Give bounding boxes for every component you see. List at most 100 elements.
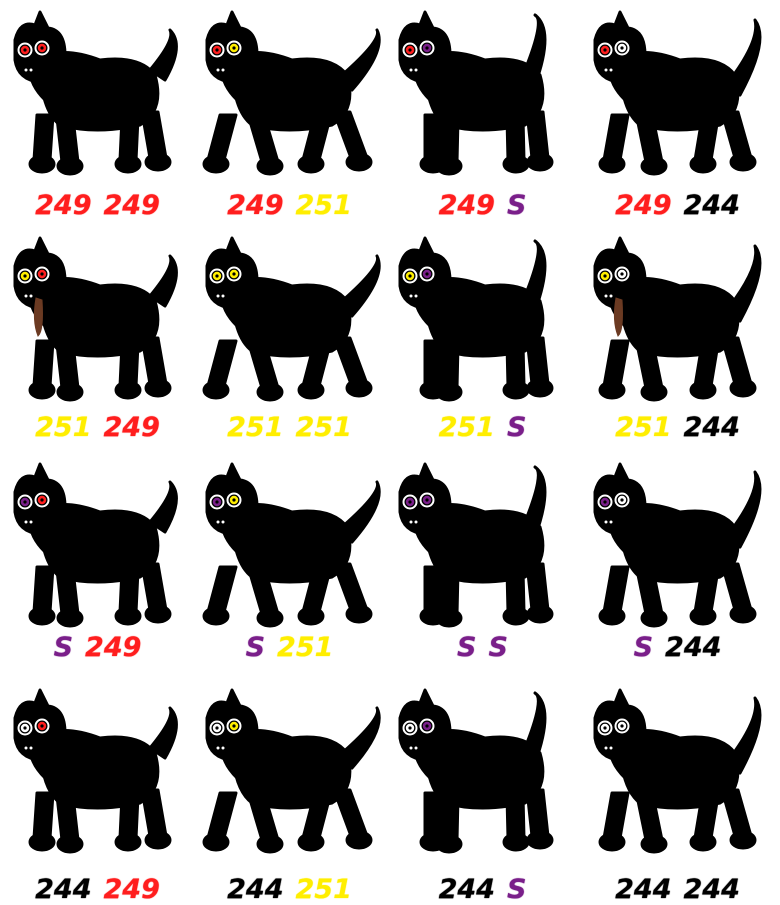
dog-paw xyxy=(144,604,172,624)
dog-paw xyxy=(502,380,530,400)
dog-body xyxy=(13,462,178,628)
dog-silhouette xyxy=(202,10,381,176)
dog-silhouette xyxy=(398,688,554,854)
dog-paw xyxy=(689,154,717,174)
dog-leg xyxy=(206,113,238,162)
dog-neck xyxy=(608,736,642,780)
dog-cell: S 251 xyxy=(192,452,387,678)
dog-nostril xyxy=(221,746,225,750)
genotype-labels: 251 244 xyxy=(580,412,775,443)
dog-silhouette xyxy=(202,462,381,628)
dog-paw xyxy=(202,606,230,626)
dog-pupil xyxy=(232,498,236,502)
dog-nostril xyxy=(216,746,220,750)
dog-pupil xyxy=(620,272,624,276)
dog-nostril xyxy=(24,520,28,524)
dog-nostril xyxy=(414,68,418,72)
dog-paw xyxy=(729,604,757,624)
dog-neck xyxy=(413,736,447,780)
genotype-labels: S 251 xyxy=(192,632,387,663)
dog-silhouette xyxy=(398,236,554,402)
dog-tongue xyxy=(33,297,43,337)
dog-paw xyxy=(689,606,717,626)
dog-neck xyxy=(413,510,447,554)
dog-nostril xyxy=(604,520,608,524)
genotype-labels: 244 S xyxy=(385,874,580,905)
dog-leg xyxy=(720,336,753,386)
dog-leg xyxy=(439,568,460,616)
dog-tail xyxy=(340,28,381,92)
dog-paw xyxy=(502,154,530,174)
genotype-labels: 251 251 xyxy=(192,412,387,443)
dog-leg xyxy=(332,562,369,612)
dog-nostril xyxy=(221,520,225,524)
dog-nostril xyxy=(414,746,418,750)
dog-neck xyxy=(608,510,642,554)
genotype-label: 251 xyxy=(438,412,495,443)
dog-leg xyxy=(602,791,630,840)
dog-tail xyxy=(523,13,547,87)
dog-leg xyxy=(332,788,369,838)
dog-body xyxy=(398,236,554,402)
dog-paw xyxy=(114,606,142,626)
dog-leg xyxy=(118,116,140,162)
dog-cell: 244 244 xyxy=(580,678,775,905)
dog-body xyxy=(13,688,178,854)
dog-leg xyxy=(118,794,140,840)
dog-cell: 249 249 xyxy=(0,0,195,226)
dog-nostril xyxy=(216,68,220,72)
genotype-label: 251 xyxy=(295,412,352,443)
dog-nostril xyxy=(24,294,28,298)
dog-silhouette xyxy=(13,462,178,628)
genotype-label: 249 xyxy=(615,190,672,221)
dog-paw xyxy=(345,604,373,624)
dog-leg xyxy=(602,565,630,614)
dog-pupil xyxy=(425,46,429,50)
dog-paw xyxy=(729,830,757,850)
dog-leg xyxy=(525,788,550,838)
dog-paw xyxy=(526,378,554,398)
dog-neck xyxy=(220,284,254,328)
dog-nostril xyxy=(29,68,33,72)
dog-pupil xyxy=(40,498,44,502)
dog-paw xyxy=(56,608,84,628)
dog-leg xyxy=(32,565,55,614)
genotype-label: S xyxy=(488,632,508,663)
dog-pupil xyxy=(23,500,27,504)
dog-paw xyxy=(729,378,757,398)
dog-nostril xyxy=(221,294,225,298)
dog-nostril xyxy=(221,68,225,72)
dog-neck xyxy=(608,58,642,102)
dog-tail xyxy=(728,696,762,775)
dog-nostril xyxy=(216,294,220,298)
dog-leg xyxy=(423,113,443,162)
dog-pupil xyxy=(215,726,219,730)
dog-pupil xyxy=(603,274,607,278)
dog-silhouette xyxy=(593,10,762,176)
genotype-label: 249 xyxy=(85,632,142,663)
dog-leg xyxy=(505,116,526,162)
dog-pupil xyxy=(603,500,607,504)
dog-silhouette xyxy=(202,236,381,402)
dog-paw xyxy=(598,832,626,852)
dog-cell: 244 249 xyxy=(0,678,195,905)
dog-paw xyxy=(56,834,84,854)
dog-leg xyxy=(720,788,753,838)
dog-pupil xyxy=(408,48,412,52)
dog-paw xyxy=(56,156,84,176)
genotype-labels: 251 S xyxy=(385,412,580,443)
dog-nostril xyxy=(29,520,33,524)
genotype-labels: 249 249 xyxy=(0,190,195,221)
dog-nostril xyxy=(609,746,613,750)
genotype-label: 244 xyxy=(438,874,495,905)
dog-tail xyxy=(728,18,762,97)
dog-body xyxy=(593,10,762,176)
genotype-label: 251 xyxy=(35,412,92,443)
dog-leg xyxy=(505,568,526,614)
dog-neck xyxy=(413,58,447,102)
dog-silhouette xyxy=(398,10,554,176)
dog-paw xyxy=(256,382,284,402)
genotype-label: 244 xyxy=(35,874,92,905)
dog-silhouette xyxy=(202,688,381,854)
genotype-label: 249 xyxy=(103,412,160,443)
